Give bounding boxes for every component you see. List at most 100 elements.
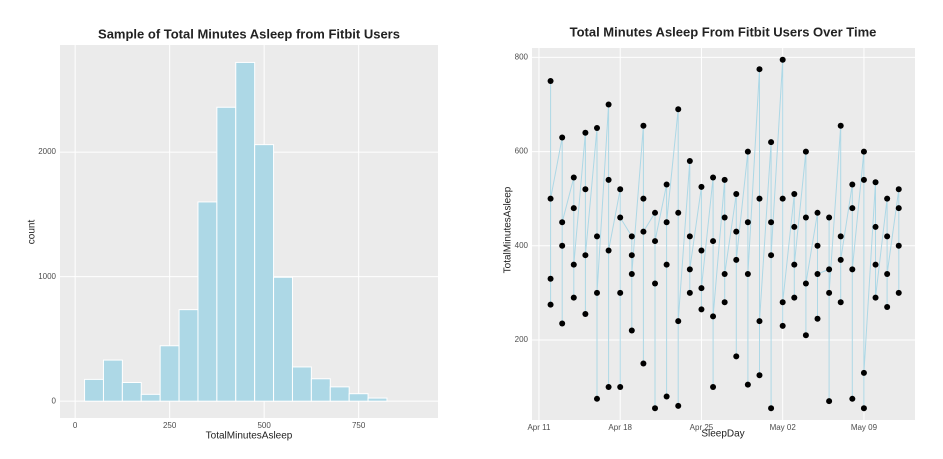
point [744,148,751,155]
point [652,209,659,216]
point [860,176,867,183]
point [791,223,798,230]
point [698,306,705,313]
point [605,176,612,183]
y-tick-label: 800 [515,53,529,62]
point [884,271,891,278]
point [582,252,589,259]
point [675,318,682,325]
point [744,381,751,388]
point [710,384,717,391]
point [640,228,647,235]
point [768,219,775,226]
point [895,186,902,193]
point [884,195,891,202]
point [663,181,670,188]
point [559,134,566,141]
point [663,261,670,268]
bar [367,397,388,402]
point [605,101,612,108]
point [814,271,821,278]
point [837,122,844,129]
bar [216,106,237,402]
point [559,320,566,327]
point [640,122,647,129]
point [872,261,879,268]
point [593,289,600,296]
point [628,271,635,278]
point [826,266,833,273]
point [849,181,856,188]
point [698,183,705,190]
point [802,332,809,339]
point [652,280,659,287]
point [814,209,821,216]
point [675,106,682,113]
bar [310,378,331,402]
point [744,271,751,278]
point [547,275,554,282]
bar [84,378,104,402]
point [686,266,693,273]
point [860,148,867,155]
point [710,174,717,181]
point [570,294,577,301]
point [733,256,740,263]
point [547,301,554,308]
x-tick-label: Apr 18 [608,423,632,432]
point [593,395,600,402]
bar [197,201,218,402]
point [698,247,705,254]
point [628,233,635,240]
point [733,353,740,360]
point [663,219,670,226]
point [628,252,635,259]
x-tick-label: May 02 [770,423,797,432]
bar [235,61,256,402]
point [570,174,577,181]
chart-title: Total Minutes Asleep From Fitbit Users O… [570,24,877,39]
point [582,186,589,193]
point [593,125,600,132]
y-tick-label: 200 [515,335,529,344]
point [617,384,624,391]
x-tick-label: 500 [257,421,271,430]
y-axis-label: TotalMinutesAsleep [503,186,514,273]
point [675,209,682,216]
point [884,233,891,240]
point [779,322,786,329]
point [721,176,728,183]
chart-title: Sample of Total Minutes Asleep from Fitb… [98,26,400,41]
x-tick-label: 0 [73,421,78,430]
y-tick-label: 400 [515,241,529,250]
plot-background [532,48,915,420]
point [756,318,763,325]
point [559,219,566,226]
point [686,233,693,240]
point [652,238,659,245]
point [582,311,589,318]
y-axis-label: count [27,220,38,245]
point [768,405,775,412]
y-tick-label: 2000 [38,147,56,156]
point [570,205,577,212]
point [744,219,751,226]
point [884,303,891,310]
point [826,289,833,296]
bar [348,393,369,402]
y-tick-label: 0 [52,396,57,405]
point [628,327,635,334]
bar [329,386,350,402]
x-tick-label: Apr 25 [690,423,714,432]
point [547,77,554,84]
point [559,242,566,249]
point [837,299,844,306]
point [733,190,740,197]
point [768,139,775,146]
point [721,299,728,306]
point [686,158,693,165]
point [802,148,809,155]
point [652,405,659,412]
point [814,315,821,322]
